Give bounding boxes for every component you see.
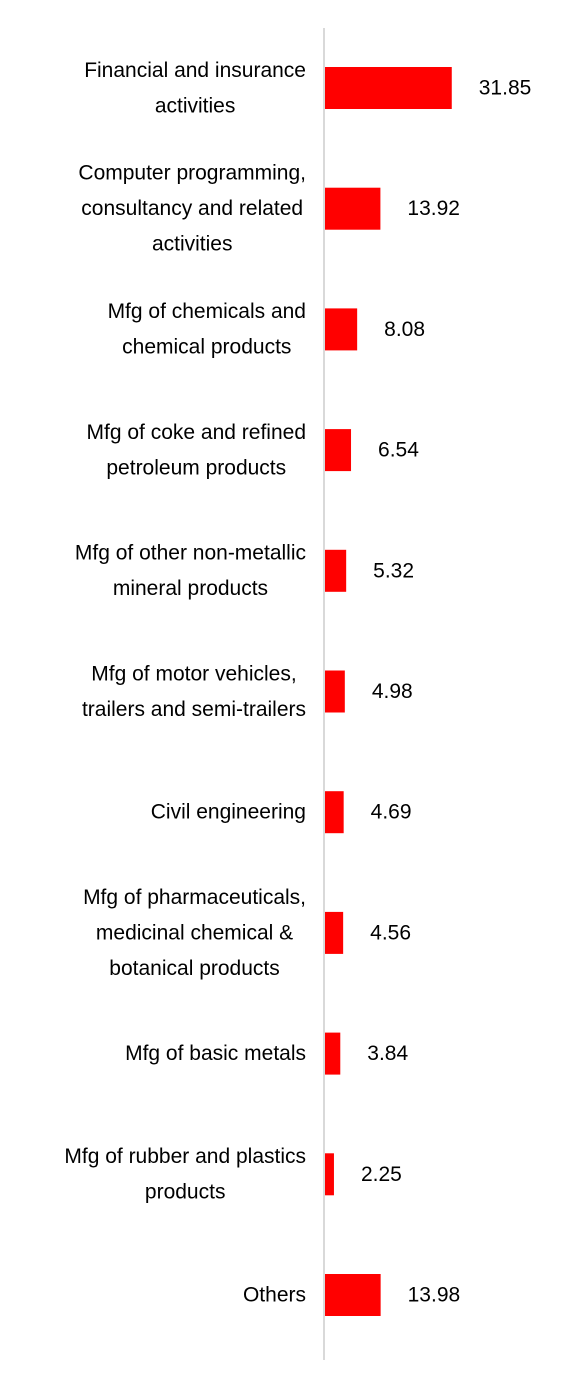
value-label-3: 6.54 <box>378 439 419 462</box>
category-label-10-line-0: Others <box>243 1284 306 1307</box>
category-label-0-line-1: activities <box>155 94 236 117</box>
bar-3 <box>325 429 352 472</box>
bar-0 <box>325 67 452 109</box>
category-label-3: Mfg of coke and refined petroleum product… <box>87 421 306 480</box>
bar-8 <box>325 1032 341 1075</box>
category-label-7-line-2: botanical products <box>109 957 279 980</box>
category-label-10: Others <box>243 1284 306 1307</box>
category-label-6: Civil engineering <box>151 801 306 824</box>
category-label-1-line-1: consultancy and related <box>81 197 303 220</box>
category-label-7-line-1: medicinal chemical & <box>96 921 293 944</box>
category-label-0: Financial and insurance activities <box>84 59 306 118</box>
value-label-8: 3.84 <box>367 1042 408 1065</box>
bar-2 <box>325 308 358 351</box>
bar-9 <box>325 1153 334 1196</box>
bar-1 <box>325 187 381 230</box>
category-label-6-line-0: Civil engineering <box>151 801 306 824</box>
category-label-2-line-1: chemical products <box>122 336 291 359</box>
category-label-0-line-0: Financial and insurance <box>84 59 306 82</box>
category-label-4-line-0: Mfg of other non-metallic <box>75 542 306 565</box>
category-label-8-line-0: Mfg of basic metals <box>125 1042 306 1065</box>
bar-7 <box>325 911 344 954</box>
category-labels-group: Financial and insurance activitiesCompute… <box>64 59 306 1307</box>
category-label-9-line-0: Mfg of rubber and plastics <box>64 1145 306 1168</box>
bar-5 <box>325 670 345 713</box>
category-label-9-line-1: products <box>145 1181 226 1204</box>
value-label-7: 4.56 <box>370 921 411 944</box>
category-label-2: Mfg of chemicals and chemical products <box>108 300 306 359</box>
bar-6 <box>325 791 344 834</box>
category-label-7-line-0: Mfg of pharmaceuticals, <box>83 886 306 909</box>
category-label-3-line-1: petroleum products <box>106 456 286 479</box>
category-label-1: Computer programming, consultancy and rel… <box>78 162 306 256</box>
category-label-5-line-1: trailers and semi-trailers <box>82 698 306 721</box>
value-label-1: 13.92 <box>407 197 460 220</box>
value-label-9: 2.25 <box>361 1163 402 1186</box>
value-label-6: 4.69 <box>371 801 412 824</box>
category-label-5: Mfg of motor vehicles, trailers and semi-… <box>82 662 306 721</box>
category-label-9: Mfg of rubber and plastics products <box>64 1145 306 1204</box>
value-label-10: 13.98 <box>408 1284 461 1307</box>
value-label-5: 4.98 <box>372 680 413 703</box>
category-label-8: Mfg of basic metals <box>125 1042 306 1065</box>
category-label-3-line-0: Mfg of coke and refined <box>87 421 306 444</box>
category-label-1-line-2: activities <box>152 233 233 256</box>
category-label-1-line-0: Computer programming, <box>78 162 306 185</box>
value-labels-group: 31.85 13.92 8.08 6.54 5.32 4.98 4.69 4.56 3.84 2.… <box>361 77 531 1307</box>
value-label-4: 5.32 <box>373 559 414 582</box>
category-label-7: Mfg of pharmaceuticals, medicinal chemica… <box>83 886 306 980</box>
category-label-4-line-1: mineral products <box>113 577 268 600</box>
category-label-4: Mfg of other non-metallic mineral product… <box>75 542 306 601</box>
bar-4 <box>325 549 347 592</box>
category-label-2-line-0: Mfg of chemicals and <box>108 300 306 323</box>
category-label-5-line-0: Mfg of motor vehicles, <box>91 662 296 685</box>
value-label-2: 8.08 <box>384 318 425 341</box>
value-label-0: 31.85 <box>479 77 532 100</box>
bars-group <box>325 67 452 1316</box>
bar-10 <box>325 1274 381 1316</box>
